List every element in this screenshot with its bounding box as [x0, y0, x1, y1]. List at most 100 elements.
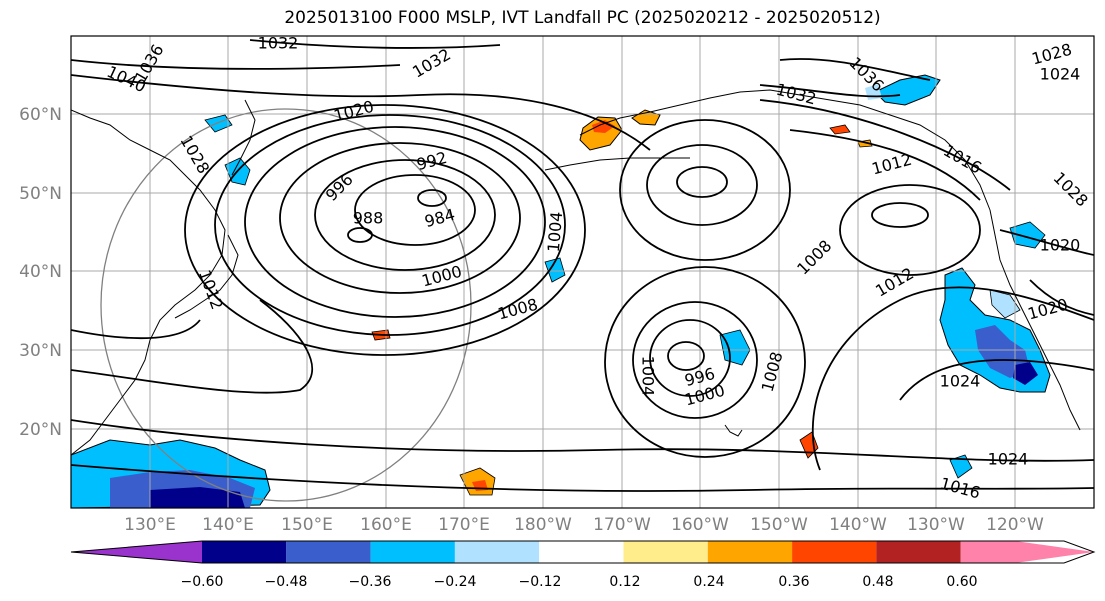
lon-label: 140°E: [202, 515, 254, 535]
lat-label: 50°N: [19, 184, 62, 204]
ivt-blob-central-pacific: [544, 257, 566, 283]
coast-aleutians: [544, 157, 690, 171]
lat-label: 40°N: [19, 262, 62, 282]
coastlines: [71, 89, 1081, 456]
colorbar-bin: [707, 541, 793, 563]
isobar-low3-1012: [619, 119, 791, 261]
colorbar-tick-label: 0.60: [946, 574, 977, 590]
isobar-low4-1012: [839, 184, 981, 276]
colorbar-bin: [960, 541, 1094, 563]
isobars: [71, 39, 1094, 492]
isobar-north-1032-b: [759, 84, 901, 98]
colorbar-ticks: −0.60 −0.48 −0.36 −0.24 −0.12 0.12 0.24 …: [181, 574, 978, 590]
lon-label: 140°W: [829, 515, 887, 535]
colorbar-tick-label: 0.36: [778, 574, 809, 590]
lon-label: 180°W: [514, 515, 572, 535]
ivt-blob-us-west-dark: [1013, 362, 1038, 385]
isobar-1012-south: [71, 464, 1094, 492]
isobar-north-1028: [71, 59, 401, 70]
lon-label: 160°W: [671, 515, 729, 535]
lat-label: 60°N: [19, 105, 62, 125]
ivt-blob-se-asia-dark: [150, 487, 245, 508]
coast-asia: [71, 109, 226, 456]
region-circle: [100, 108, 472, 502]
lat-axis: 60°N 50°N 40°N 30°N 20°N: [19, 105, 62, 440]
isobar-north-1020: [71, 74, 651, 151]
lon-label: 160°E: [360, 515, 412, 535]
isobar-label: 1004: [544, 211, 566, 253]
ivt-blob-south-mid: [949, 454, 973, 479]
graticule: [71, 36, 1094, 508]
ivt-blob-aleutian-red: [829, 124, 851, 135]
isobar-label: 1024: [940, 372, 981, 391]
colorbar-bin: [876, 541, 961, 563]
isobar-low2-1008: [604, 266, 806, 458]
ivt-blob-us-west-light: [989, 289, 1021, 319]
colorbar-bin: [539, 541, 624, 563]
isobar-label: 1020: [1040, 236, 1081, 255]
isobar-1000: [244, 126, 546, 318]
isobar-996: [279, 142, 521, 294]
isobar-north-1036: [779, 58, 931, 81]
coast-japan: [174, 234, 239, 319]
coast-hawaii: [724, 424, 743, 437]
lon-label: 150°W: [750, 515, 808, 535]
colorbar-tick-label: 0.24: [693, 574, 724, 590]
isobar-label: 1024: [1040, 65, 1081, 84]
ivt-blob-hawaii-east: [719, 329, 751, 366]
colorbar-bin: [792, 541, 877, 563]
isobar-high-east-1020: [811, 286, 1094, 471]
lon-label: 150°E: [281, 515, 333, 535]
coast-kamchatka: [231, 99, 256, 176]
lon-label: 120°W: [986, 515, 1044, 535]
isobar-1024-west: [71, 299, 313, 394]
isobar-1016-south: [71, 419, 1094, 462]
lon-axis: 130°E 140°E 150°E 160°E 170°E 180°W 170°…: [124, 515, 1044, 535]
isobar-low3-1004: [676, 166, 728, 198]
colorbar-bin: [623, 541, 708, 563]
ivt-blob-bering-sea-core: [592, 120, 615, 133]
colorbar-tick-label: −0.60: [181, 574, 224, 590]
lon-label: 130°E: [124, 515, 176, 535]
colorbar-tick-label: −0.24: [434, 574, 477, 590]
colorbar-tick-label: 0.12: [609, 574, 640, 590]
colorbar-tick-label: −0.36: [349, 574, 392, 590]
lat-label: 20°N: [19, 420, 62, 440]
lon-label: 170°E: [438, 515, 490, 535]
colorbar-tick-label: 0.48: [862, 574, 893, 590]
lat-label: 30°N: [19, 341, 62, 361]
coast-alaska: [579, 89, 991, 211]
isobar-low2-1000: [649, 319, 731, 397]
isobar-1020-na: [1029, 279, 1094, 316]
lon-label: 130°W: [907, 515, 965, 535]
coast-na-west: [989, 209, 1081, 431]
colorbar-bin: [202, 541, 287, 563]
isobar-label: 1024: [988, 450, 1029, 469]
colorbar-tick-label: −0.48: [265, 574, 308, 590]
map-frame: [70, 35, 1095, 509]
isobar-984: [417, 189, 447, 207]
isobar-1004: [214, 114, 566, 336]
isobar-label: 1004: [639, 356, 658, 397]
isobar-low2-1004: [632, 301, 758, 419]
ivt-blob-alaska: [874, 74, 941, 106]
lon-label: 170°W: [593, 515, 651, 535]
colorbar-bin: [71, 541, 202, 563]
colorbar-tick-label: −0.12: [519, 574, 562, 590]
isobar-low4-1008: [871, 202, 929, 228]
isobar-label: 1032: [258, 34, 299, 53]
colorbar: [70, 540, 1096, 564]
colorbar-bin: [286, 541, 371, 563]
isobar-992: [314, 159, 496, 271]
colorbar-outline: [70, 540, 1096, 564]
isobar-high-east-1024: [899, 359, 1094, 401]
isobar-label: 988: [353, 209, 384, 228]
colorbar-bin: [370, 541, 455, 563]
isobar-988: [354, 174, 476, 246]
map-area: [71, 36, 1094, 508]
isobar-1024-na: [999, 229, 1094, 256]
isobar-north-1032: [249, 39, 501, 49]
isobar-low2-996: [667, 341, 705, 371]
isobar-1012-east: [789, 129, 981, 201]
